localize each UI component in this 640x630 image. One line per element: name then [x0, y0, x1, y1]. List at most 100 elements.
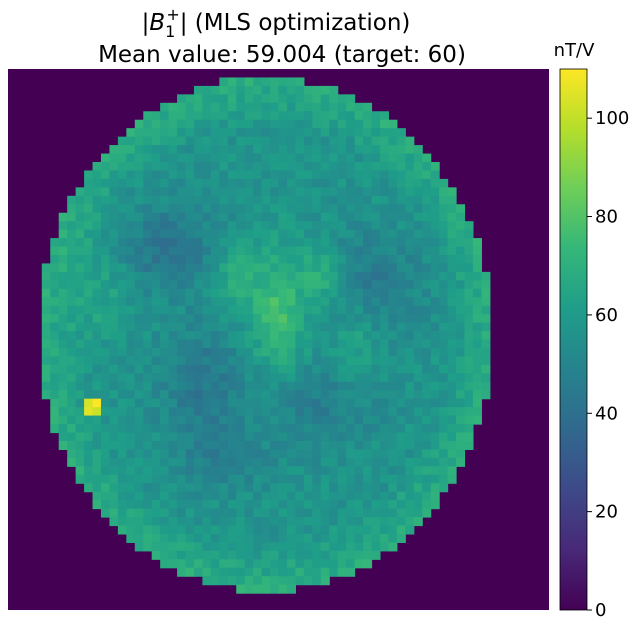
heatmap-cell	[346, 347, 356, 357]
heatmap-cell	[388, 314, 398, 324]
heatmap-cell	[379, 364, 389, 374]
heatmap-cell	[202, 288, 212, 298]
heatmap-cell	[270, 483, 280, 493]
heatmap-cell	[84, 297, 94, 307]
heatmap-cell	[253, 517, 263, 527]
heatmap-cell	[363, 102, 373, 112]
heatmap-cell	[396, 221, 406, 231]
heatmap-cell	[126, 466, 136, 476]
heatmap-cell	[236, 246, 246, 256]
heatmap-cell	[295, 500, 305, 510]
heatmap-cell	[210, 145, 220, 155]
heatmap-cell	[41, 373, 51, 383]
heatmap-cell	[193, 119, 204, 129]
heatmap-cell	[346, 238, 356, 248]
heatmap-cell	[202, 483, 212, 493]
heatmap-cell	[303, 381, 313, 391]
heatmap-cell	[303, 398, 313, 408]
heatmap-cell	[143, 136, 153, 146]
heatmap-cell	[236, 153, 246, 163]
heatmap-cell	[253, 263, 263, 273]
heatmap-cell	[92, 449, 102, 459]
heatmap-cell	[67, 457, 77, 467]
heatmap-cell	[312, 559, 322, 569]
heatmap-cell	[346, 550, 356, 560]
heatmap-cell	[210, 136, 220, 146]
heatmap-cell	[236, 119, 246, 129]
heatmap-cell	[202, 102, 212, 112]
heatmap-cell	[303, 85, 313, 95]
heatmap-cell	[413, 331, 423, 341]
heatmap-cell	[160, 195, 170, 205]
heatmap-cell	[261, 440, 271, 450]
heatmap-cell	[168, 364, 178, 374]
heatmap-cell	[430, 398, 440, 408]
heatmap-cell	[50, 280, 60, 290]
heatmap-cell	[439, 415, 449, 425]
heatmap-cell	[303, 212, 313, 222]
heatmap-cell	[278, 204, 288, 214]
heatmap-cell	[219, 576, 229, 586]
heatmap-cell	[253, 187, 263, 197]
heatmap-cell	[244, 322, 254, 332]
heatmap-cell	[337, 246, 347, 256]
heatmap-cell	[100, 187, 111, 197]
heatmap-cell	[354, 390, 364, 400]
heatmap-cell	[278, 517, 288, 527]
heatmap-cell	[456, 322, 466, 332]
heatmap-cell	[303, 221, 313, 231]
heatmap-cell	[253, 195, 263, 205]
heatmap-cell	[312, 170, 322, 180]
heatmap-cell	[337, 229, 347, 239]
heatmap-cell	[236, 398, 246, 408]
heatmap-cell	[456, 398, 466, 408]
heatmap-cell	[84, 339, 94, 349]
heatmap-cell	[320, 297, 330, 307]
heatmap-cell	[337, 153, 347, 163]
heatmap-cell	[177, 542, 187, 552]
heatmap-cell	[396, 254, 406, 265]
heatmap-cell	[371, 305, 381, 315]
heatmap-cell	[295, 533, 305, 543]
heatmap-cell	[278, 550, 288, 560]
heatmap-cell	[278, 271, 288, 281]
heatmap-cell	[379, 407, 389, 417]
heatmap-cell	[160, 517, 170, 527]
heatmap-cell	[109, 508, 119, 518]
heatmap-cell	[210, 153, 220, 163]
heatmap-cell	[67, 390, 77, 400]
heatmap-cell	[413, 424, 423, 434]
heatmap-cell	[117, 508, 127, 518]
heatmap-cell	[227, 280, 237, 290]
heatmap-cell	[422, 364, 432, 374]
heatmap-cell	[278, 263, 288, 273]
heatmap-cell	[320, 254, 330, 265]
heatmap-cell	[219, 356, 229, 366]
heatmap-cell	[270, 584, 280, 594]
heatmap-cell	[388, 533, 398, 543]
heatmap-cell	[329, 305, 339, 315]
heatmap-cell	[185, 305, 195, 315]
heatmap-cell	[168, 161, 178, 172]
heatmap-cell	[354, 559, 364, 569]
heatmap-cell	[295, 356, 305, 366]
heatmap-cell	[210, 170, 220, 180]
heatmap-cell	[185, 136, 195, 146]
heatmap-cell	[472, 314, 482, 324]
heatmap-cell	[185, 102, 195, 112]
heatmap-cell	[413, 153, 423, 163]
heatmap-cell	[100, 508, 111, 518]
heatmap-cell	[278, 381, 288, 391]
heatmap-cell	[210, 407, 220, 417]
heatmap-cell	[472, 398, 482, 408]
heatmap-cell	[286, 263, 296, 273]
heatmap-cell	[354, 449, 364, 459]
heatmap-cell	[422, 407, 432, 417]
heatmap-cell	[193, 500, 204, 510]
heatmap-cell	[227, 263, 237, 273]
heatmap-cell	[312, 136, 322, 146]
heatmap-cell	[143, 128, 153, 138]
heatmap-cell	[303, 432, 313, 442]
heatmap-cell	[447, 305, 457, 315]
heatmap-cell	[320, 170, 330, 180]
